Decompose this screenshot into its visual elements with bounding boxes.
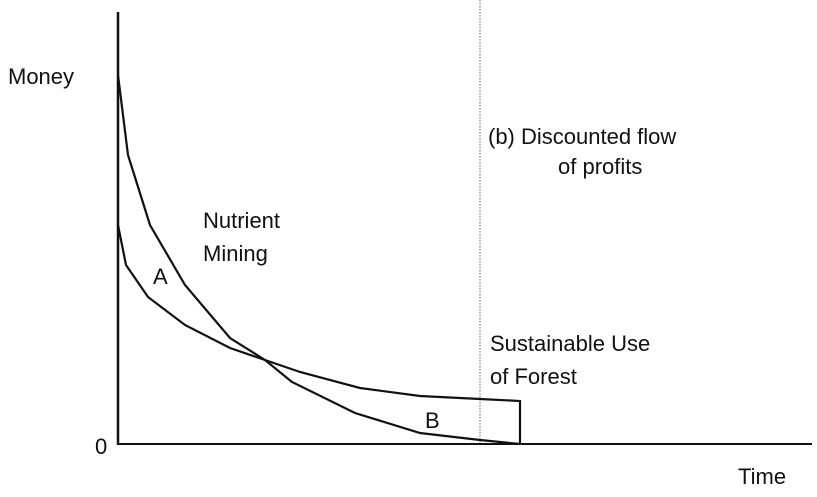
x-axis-label: Time (738, 464, 786, 489)
panel-label: (b) Discounted flow (488, 124, 676, 149)
curve-label: Sustainable Use (490, 331, 650, 356)
y-axis-label: Money (8, 64, 74, 89)
curve-label: Nutrient (203, 208, 280, 233)
area-label: A (153, 264, 168, 289)
curve-label: of Forest (490, 364, 577, 389)
panel-label: of profits (558, 154, 642, 179)
sustainable-use-curve (116, 224, 522, 444)
curve-label: Mining (203, 241, 268, 266)
origin-label: 0 (95, 434, 107, 459)
area-label: B (425, 408, 440, 433)
